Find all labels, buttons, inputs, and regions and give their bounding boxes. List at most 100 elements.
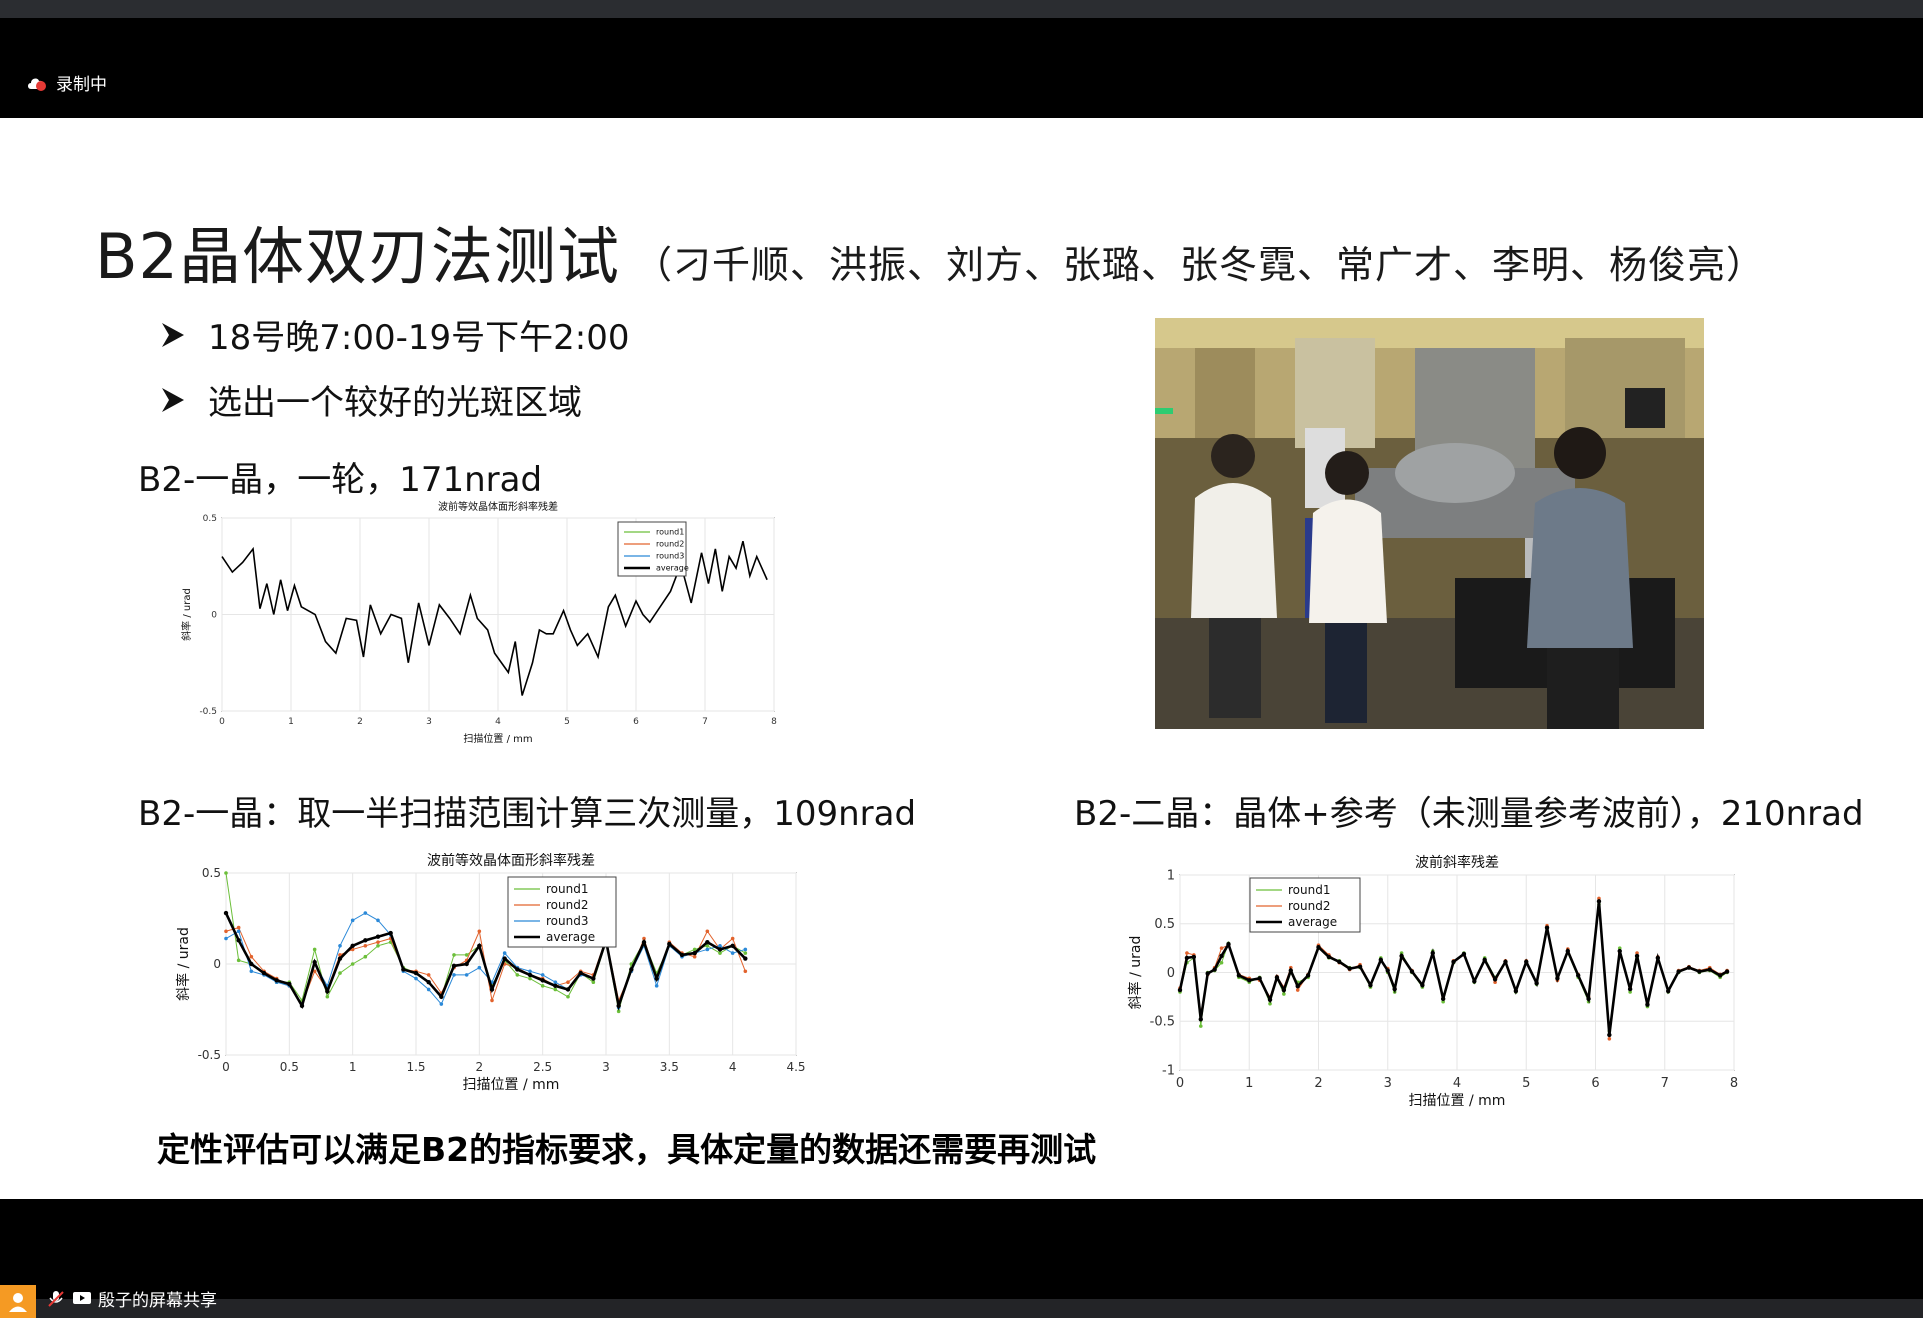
screen-share-indicator[interactable]: 殷子的屏幕共享: [46, 1286, 217, 1311]
chart-1-series-average-point: [641, 939, 647, 945]
user-avatar[interactable]: [0, 1285, 36, 1318]
chart-1-series-round1-point: [540, 984, 545, 988]
chart-2-x-tick-label: 5: [1522, 1076, 1530, 1091]
chart-2-series-average-point: [1503, 959, 1508, 964]
chart-1-series-average-point: [578, 970, 583, 976]
chart-1-series-average-point: [692, 950, 697, 956]
chart-1-x-tick-label: 2.5: [533, 1060, 552, 1074]
chart-2-series-average-point: [1267, 997, 1273, 1002]
chart-1-series-average-point: [540, 978, 545, 983]
chart-1-series-round2-point: [426, 973, 431, 977]
chart-1-series-average-point: [236, 938, 241, 943]
chart-1-series-round3-point: [426, 987, 431, 992]
recording-label: 录制中: [56, 75, 107, 95]
chart-1-x-axis-label: 扫描位置 / mm: [463, 1077, 560, 1093]
chart-1-series-average-point: [325, 989, 330, 994]
chart-1-x-tick-label: 2: [476, 1060, 484, 1074]
chart-1-series-round3-point: [350, 918, 355, 923]
chart-2-series-average-point: [1236, 973, 1242, 978]
chart-1-series-average-point: [591, 976, 596, 981]
chart-1-y-tick-label: 0: [213, 957, 221, 971]
chart-1-series-round3-point: [363, 911, 368, 915]
recording-indicator[interactable]: 录制中: [26, 70, 107, 95]
chart-0-x-tick-label: 6: [633, 717, 639, 727]
chart-0-x-tick-label: 2: [357, 717, 363, 727]
chart-1-x-tick-label: 1.5: [406, 1060, 425, 1074]
chart-1-series-round3-point: [452, 973, 456, 977]
chart-2-y-tick-label: -1: [1162, 1063, 1175, 1078]
chart-1-series-round2-point: [312, 969, 317, 974]
chart-2-series-average-point: [1472, 979, 1477, 984]
chart-1-x-tick-label: 4: [729, 1060, 737, 1074]
chart-2-series-round1-point: [1282, 992, 1286, 996]
chart-2-series-average-point: [1724, 969, 1730, 974]
chart-1-y-axis-label: 斜率 / urad: [175, 927, 192, 1001]
chart-2-series-round2-point: [1635, 951, 1639, 955]
chart-0-legend-label-round2: round2: [656, 540, 684, 549]
chart-2-series-average-point: [1219, 953, 1224, 959]
chart-1-series-average-point: [337, 956, 343, 961]
chart-0-y-tick-label: -0.5: [199, 707, 217, 717]
chart-1-series-round2-point: [477, 929, 482, 934]
chart-2-series-average-point: [1461, 951, 1467, 957]
chart-1-x-tick-label: 4.5: [786, 1060, 805, 1074]
meeting-footer-bar: [0, 1285, 1923, 1318]
chart-2-series-average-point: [1717, 973, 1723, 978]
chart-2-series-average-point: [1212, 967, 1217, 972]
chart-1-series-average-point: [515, 967, 520, 972]
chart-1-series-round1-point: [515, 973, 520, 977]
chart-1-y-tick-label: 0.5: [202, 866, 221, 880]
chart-0-series-average-line: [221, 540, 768, 696]
screen-share-label: 殷子的屏幕共享: [98, 1291, 217, 1311]
bullet-item-2: 选出一个较好的光斑区域: [158, 375, 582, 424]
top-strip: [0, 0, 1923, 18]
chart-1-series-average-point: [299, 1003, 305, 1009]
chart-0-x-tick-label: 4: [495, 717, 501, 727]
chart-1-legend-box: [507, 876, 617, 948]
chart-2-series-average-point: [1247, 978, 1252, 983]
chart-0-y-axis-label: 斜率 / urad: [180, 588, 193, 641]
chart-2-series-average-point: [1281, 987, 1287, 993]
chart-1-series-average-point: [743, 956, 748, 961]
chart-1-legend-label-round1: round1: [546, 882, 588, 896]
chart-1-series-round1-point: [325, 994, 330, 999]
chart-2-series-average-point: [1686, 965, 1692, 970]
caption-b2-first-round: B2-一晶，一轮，171nrad: [138, 460, 543, 500]
chart-2-series-round1-point: [1441, 999, 1445, 1004]
chart-2-series-average-point: [1697, 969, 1702, 974]
chart-2-series-average-point: [1392, 986, 1397, 992]
chart-2-series-average-point: [1492, 977, 1498, 982]
chart-0-x-axis-label: 扫描位置 / mm: [463, 732, 532, 745]
chart-1-series-round1-point: [692, 947, 697, 952]
chart-1-series-round1-point: [224, 871, 228, 875]
chart-2-x-tick-label: 2: [1314, 1076, 1322, 1091]
chart-2-series-average-point: [1305, 973, 1311, 978]
chart-2-series-average-point: [1368, 982, 1373, 988]
chart-2-series-average-point: [1385, 968, 1390, 973]
chart-0-legend-label-round3: round3: [656, 552, 684, 561]
chart-2-x-tick-label: 4: [1453, 1076, 1461, 1091]
chart-2-series-average-point: [1347, 966, 1352, 971]
chart-1-series-average-point: [679, 952, 685, 958]
chart-0-y-tick-label: 0: [211, 611, 217, 621]
chart-2-series-average-point: [1316, 944, 1321, 950]
chart-1-series-average-point: [654, 976, 659, 981]
chart-2-series-average-point: [1378, 957, 1384, 963]
caption-b2-second-crystal: B2-二晶：晶体+参考（未测量参考波前），210nrad: [1074, 794, 1864, 834]
chart-1-series-average-point: [249, 961, 254, 967]
chart-0-x-tick-label: 5: [564, 717, 570, 727]
slide-title-main: B2晶体双刃法测试: [95, 220, 620, 293]
slide-title: B2晶体双刃法测试 （刁千顺、洪振、刘方、张璐、张冬霓、常广才、李明、杨俊亮）: [95, 206, 1765, 296]
chart-1-series-round3-point: [236, 929, 241, 934]
chart-2-series-average-point: [1482, 957, 1487, 963]
chart-1-series-round1-point: [452, 953, 456, 957]
recording-cloud-icon: [28, 78, 46, 91]
chart-2-y-tick-label: 0: [1167, 966, 1175, 981]
chart-0-x-tick-label: 3: [426, 717, 432, 727]
chart-1-series-round1-point: [350, 962, 355, 966]
chart-2-y-tick-label: 1: [1167, 868, 1175, 883]
chart-2-series-average-point: [1617, 948, 1622, 954]
chart-1-legend-label-round3: round3: [546, 914, 588, 928]
chart-1-series-average-point: [489, 987, 495, 992]
chart-1-series-round2-point: [224, 929, 228, 934]
